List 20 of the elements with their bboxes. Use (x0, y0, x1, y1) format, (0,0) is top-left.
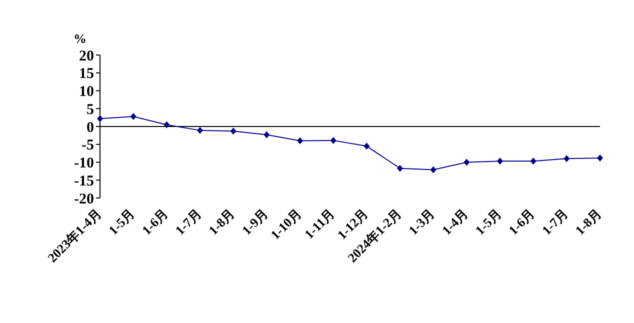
x-tick-label: 1-6月 (138, 206, 171, 238)
x-tick-label: 1-8月 (206, 206, 238, 238)
x-tick-label: 1-7月 (172, 206, 204, 238)
y-tick-label: 20 (79, 48, 94, 64)
y-tick-label: -10 (74, 156, 94, 172)
x-tick-label: 1-6月 (506, 206, 538, 238)
y-tick-label: -5 (82, 138, 94, 154)
x-tick-label: 1-5月 (472, 206, 504, 238)
y-tick-label: 5 (86, 102, 94, 118)
y-tick-label: 10 (79, 84, 94, 100)
y-axis-title: % (74, 31, 86, 46)
x-tick-label: 1-7月 (538, 206, 571, 238)
x-tick-label: 1-3月 (406, 206, 438, 238)
y-tick-label: -20 (74, 191, 94, 208)
y-tick-label: 15 (79, 66, 94, 82)
x-tick-label: 1-5月 (106, 206, 138, 238)
y-tick-label: -15 (74, 173, 94, 190)
x-tick-label: 1-4月 (438, 206, 471, 238)
y-tick-label: 0 (86, 120, 94, 136)
x-tick-label: 1-8月 (572, 206, 604, 238)
